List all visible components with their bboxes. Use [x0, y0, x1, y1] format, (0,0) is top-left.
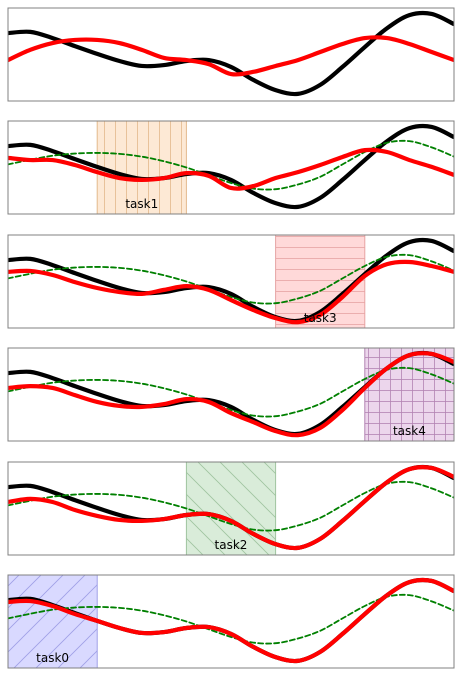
panel-frame	[7, 461, 455, 556]
line-series	[8, 253, 454, 305]
task-label: task4	[393, 424, 426, 438]
panel	[7, 7, 455, 102]
panel: task3	[7, 234, 455, 329]
panel-frame	[7, 347, 455, 442]
task-region	[96, 121, 187, 214]
panel: task0	[7, 574, 455, 669]
line-series	[8, 464, 454, 551]
line-series	[8, 35, 454, 77]
panel-frame	[7, 120, 455, 215]
line-series	[8, 10, 454, 97]
plot-area	[8, 235, 454, 328]
task-label: task3	[304, 311, 337, 325]
line-series	[8, 577, 454, 664]
line-series	[8, 123, 454, 210]
plot-area	[8, 348, 454, 441]
line-series	[8, 139, 454, 191]
task-label: task2	[215, 538, 248, 552]
panel: task1	[7, 120, 455, 215]
plot-area	[8, 8, 454, 101]
task-label: task0	[36, 651, 69, 665]
background	[8, 235, 454, 328]
background	[8, 121, 454, 214]
background	[8, 8, 454, 101]
line-series	[8, 237, 454, 324]
line-series	[8, 351, 454, 438]
panel: task2	[7, 461, 455, 556]
task-label: task1	[125, 197, 158, 211]
line-series	[8, 259, 454, 325]
line-series	[8, 147, 454, 191]
panel-frame	[7, 7, 455, 102]
plot-area	[8, 575, 454, 668]
plot-area	[8, 462, 454, 555]
panel-frame	[7, 574, 455, 669]
plot-area	[8, 121, 454, 214]
panel-frame	[7, 234, 455, 329]
panel: task4	[7, 347, 455, 442]
